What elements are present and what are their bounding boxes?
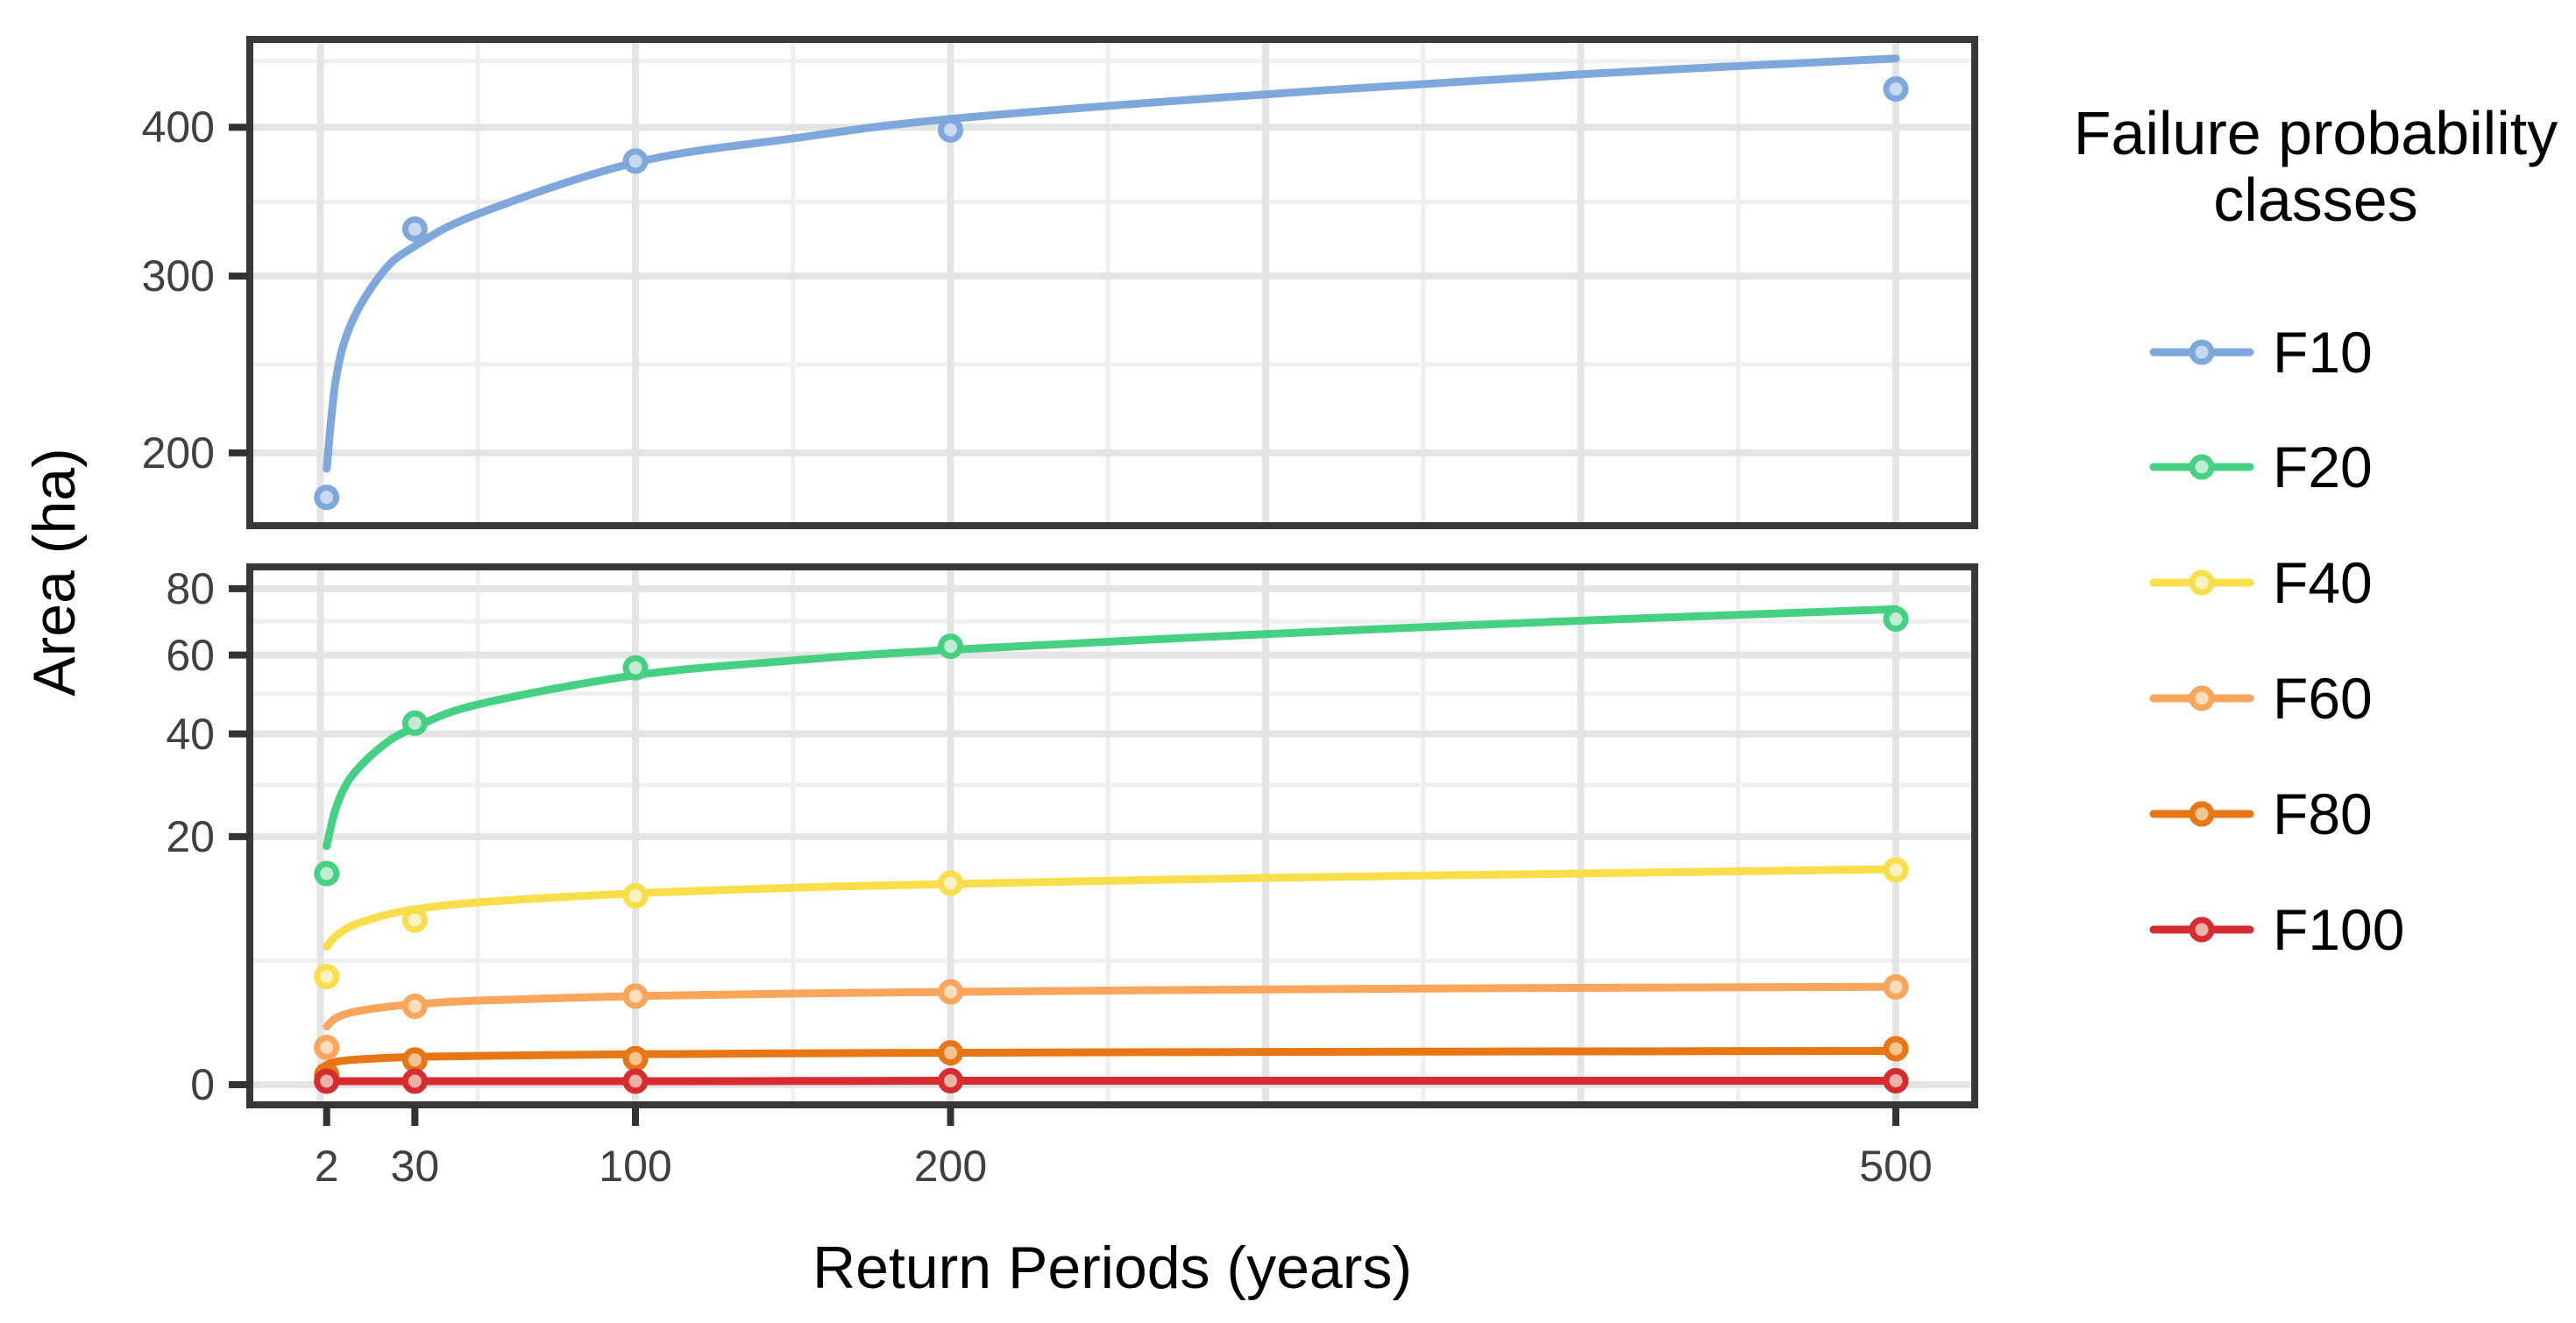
data-point-f60 <box>314 1035 340 1061</box>
x-axis-title: Return Periods (years) <box>812 1235 1413 1301</box>
data-point-f100 <box>938 1068 963 1094</box>
data-point-f10 <box>401 216 428 243</box>
y-tick-label: 0 <box>190 1060 215 1109</box>
data-point-f10 <box>622 148 649 174</box>
y-axis-title: Area (ha) <box>21 448 88 697</box>
y-tick-label: 300 <box>141 251 215 301</box>
y-tick-label: 40 <box>166 709 215 759</box>
data-point-f40 <box>938 870 963 896</box>
data-point-f40 <box>622 882 649 909</box>
legend-key-f60-icon <box>2149 685 2254 711</box>
legend-title-line2: classes <box>2213 166 2418 234</box>
data-point-f10 <box>314 485 340 511</box>
data-point-f20 <box>1883 606 1909 633</box>
data-point-f80 <box>401 1047 428 1073</box>
legend-label-f40: F40 <box>2273 550 2373 615</box>
data-point-f20 <box>401 710 428 736</box>
data-point-f60 <box>938 979 963 1005</box>
legend-label-f10: F10 <box>2273 320 2373 385</box>
y-tick-label: 200 <box>141 428 215 478</box>
legend-label-f80: F80 <box>2273 782 2373 846</box>
smooth-line-f40 <box>323 865 1900 951</box>
smooth-line-f80 <box>323 1047 1900 1069</box>
legend-key-f10-icon <box>2149 339 2254 365</box>
legend-label-f100: F100 <box>2273 897 2405 962</box>
data-point-f10 <box>938 117 963 143</box>
y-tick-label: 80 <box>166 563 215 613</box>
data-point-f20 <box>314 860 340 887</box>
data-point-f40 <box>1883 857 1909 883</box>
data-point-f60 <box>401 993 428 1019</box>
data-point-f100 <box>622 1068 649 1094</box>
data-point-f60 <box>622 983 649 1009</box>
panel-border <box>246 36 1978 529</box>
x-tick-label: 500 <box>1859 1142 1933 1191</box>
x-tick-label: 2 <box>314 1142 339 1191</box>
y-tick-label: 60 <box>166 630 215 680</box>
data-point-f80 <box>1883 1036 1909 1062</box>
data-point-f40 <box>314 964 340 990</box>
legend-key-f20-icon <box>2149 454 2254 480</box>
data-point-f100 <box>401 1068 428 1094</box>
panel-bottom <box>250 567 1975 1105</box>
data-point-f60 <box>1883 974 1909 1001</box>
data-point-f10 <box>1883 76 1909 103</box>
x-tick-label: 100 <box>599 1142 672 1191</box>
data-point-f80 <box>622 1045 649 1072</box>
legend-label-f20: F20 <box>2273 435 2373 499</box>
data-point-f100 <box>314 1068 340 1094</box>
y-tick-label: 400 <box>141 103 215 152</box>
data-point-f40 <box>401 907 428 933</box>
smooth-line-f10 <box>323 54 1900 473</box>
data-point-f20 <box>622 654 649 681</box>
data-point-f20 <box>938 633 963 660</box>
panel-top <box>250 39 1975 526</box>
data-point-f100 <box>1883 1068 1909 1094</box>
smooth-line-f60 <box>323 982 1900 1031</box>
legend-key-f80-icon <box>2149 801 2254 827</box>
y-tick-label: 20 <box>166 811 215 861</box>
data-point-f80 <box>938 1040 963 1066</box>
legend-key-f40-icon <box>2149 570 2254 596</box>
legend-title-line1: Failure probability <box>2073 99 2558 167</box>
x-tick-label: 200 <box>913 1142 988 1191</box>
legend-label-f60: F60 <box>2273 666 2373 731</box>
legend-key-f100-icon <box>2149 916 2254 943</box>
x-tick-label: 30 <box>390 1142 440 1191</box>
smooth-line-f100 <box>323 1076 1900 1086</box>
smooth-line-f20 <box>323 605 1900 851</box>
